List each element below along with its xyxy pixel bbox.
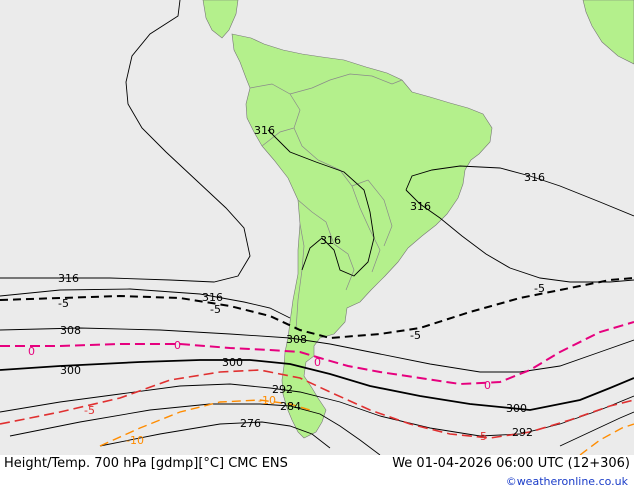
height-label: 300 xyxy=(60,364,81,377)
border-line xyxy=(297,199,355,291)
height-contour-308 xyxy=(0,327,634,373)
height-contour-316-andes xyxy=(267,129,375,277)
height-contour-284 xyxy=(9,403,381,455)
temp-contour-minus10-east xyxy=(579,423,634,455)
temp-label-zero: 0 xyxy=(314,356,321,369)
height-label: 308 xyxy=(60,324,81,337)
height-label: 316 xyxy=(524,171,545,184)
height-contour-292-east xyxy=(559,411,634,447)
weather-map: 316 316 316 316 316 316 308 308 300 300 … xyxy=(0,0,634,455)
height-contour-316-brazil xyxy=(405,189,634,283)
valid-time: We 01-04-2026 06:00 UTC (12+306) xyxy=(392,456,630,471)
height-label: 284 xyxy=(280,400,301,413)
height-label: 292 xyxy=(512,426,533,439)
central-america-land xyxy=(202,0,239,39)
temp-contour-zero xyxy=(0,321,634,386)
credit-link[interactable]: ©weatheronline.co.uk xyxy=(505,475,628,488)
map-footer: Height/Temp. 700 hPa [gdmp][°C] CMC ENS … xyxy=(0,455,634,490)
temp-contour-plus5 xyxy=(0,277,634,340)
height-label: 276 xyxy=(240,417,261,430)
temp-label-zero: 0 xyxy=(28,345,35,358)
contour-labels: 316 316 316 316 316 316 308 308 300 300 … xyxy=(28,124,545,447)
temp-contour-minus10 xyxy=(99,399,311,447)
border-line xyxy=(249,83,301,147)
height-label: 316 xyxy=(58,272,79,285)
height-contour-316-north xyxy=(0,0,251,283)
temp-label-minus10: -10 xyxy=(258,394,276,407)
temp-label-plus5: -5 xyxy=(210,303,221,316)
temp-label-plus5: -5 xyxy=(534,282,545,295)
map-title: Height/Temp. 700 hPa [gdmp][°C] CMC ENS xyxy=(4,456,288,471)
height-label: 316 xyxy=(254,124,275,137)
temp-label-minus10: -10 xyxy=(126,434,144,447)
height-contour-316-atlantic xyxy=(405,165,634,217)
temp-label-zero: 0 xyxy=(484,379,491,392)
height-label: 308 xyxy=(286,333,307,346)
height-label: 292 xyxy=(272,383,293,396)
temp-label-minus5: -5 xyxy=(476,430,487,443)
temp-contour-minus5 xyxy=(0,369,634,439)
temp-label-plus5: -5 xyxy=(58,297,69,310)
height-label: 300 xyxy=(222,356,243,369)
border-line xyxy=(351,179,393,247)
border-line xyxy=(289,73,403,95)
height-contour-316-south xyxy=(0,288,291,319)
temp-label-minus5: -5 xyxy=(84,404,95,417)
height-label: 316 xyxy=(320,234,341,247)
country-borders xyxy=(249,73,403,331)
height-label: 300 xyxy=(506,402,527,415)
height-contour-276 xyxy=(99,421,331,449)
temp-label-plus5: -5 xyxy=(410,329,421,342)
height-contour-300 xyxy=(0,359,634,411)
height-label: 316 xyxy=(410,200,431,213)
africa-land xyxy=(582,0,634,65)
height-label: 316 xyxy=(202,291,223,304)
temp-label-zero: 0 xyxy=(174,339,181,352)
